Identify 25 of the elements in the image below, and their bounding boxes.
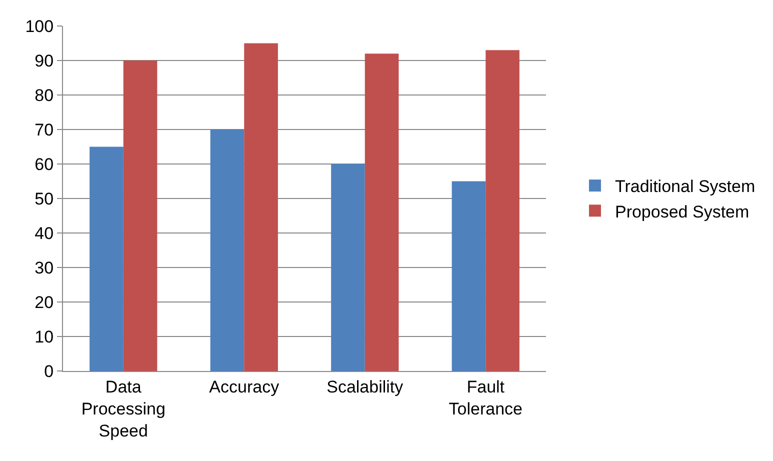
bar xyxy=(486,50,520,371)
y-tick-label: 30 xyxy=(34,258,54,278)
bar xyxy=(90,146,124,371)
y-tick-label: 10 xyxy=(34,327,54,346)
bar xyxy=(123,60,158,371)
y-tick-label: 0 xyxy=(44,362,54,381)
bar xyxy=(210,130,244,371)
y-tick-label: 40 xyxy=(34,224,54,243)
y-tick-label: 60 xyxy=(34,154,54,174)
bar xyxy=(452,181,486,371)
legend-label: Proposed System xyxy=(614,202,750,222)
y-tick-label: 20 xyxy=(34,292,54,312)
bar xyxy=(364,54,399,371)
bar xyxy=(244,43,278,371)
y-tick-label: 90 xyxy=(34,51,54,70)
x-tick-label: Accuracy xyxy=(209,377,280,396)
x-tick-label: Scalability xyxy=(326,377,404,396)
legend-label: Traditional System xyxy=(614,177,756,196)
y-tick-label: 50 xyxy=(34,189,54,208)
y-tick-label: 80 xyxy=(34,86,54,105)
bar xyxy=(331,164,365,371)
x-tick-label: Data Processing Speed xyxy=(81,377,166,441)
y-tick-label: 70 xyxy=(34,120,54,140)
y-tick-label: 100 xyxy=(25,16,54,36)
x-tick-label: Fault Tolerance xyxy=(448,377,522,418)
